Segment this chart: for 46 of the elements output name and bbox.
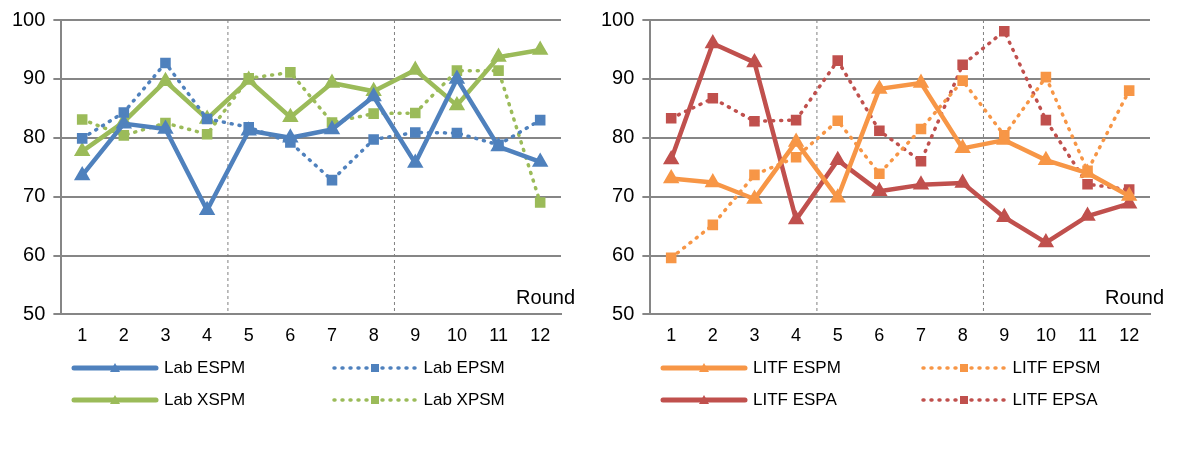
x-tick-label: 8 [368,325,379,346]
x-tick-label: 6 [285,325,296,346]
x-tick-label: 11 [1078,325,1097,346]
y-tick-label: 50 [23,301,46,324]
y-tick-label: 50 [612,301,635,324]
x-tick-label: 4 [202,325,213,346]
y-tick-label: 80 [23,125,46,148]
x-tick-label: 6 [874,325,885,346]
legend-label: Lab ESPM [164,358,246,378]
x-tick-label: 3 [749,325,760,346]
legend-label: Lab XPSM [423,390,505,410]
y-tick-label: 90 [23,66,46,89]
x-tick-label: 4 [791,325,802,346]
y-tick-label: 70 [23,184,46,207]
x-tick-label: 10 [1035,325,1056,346]
legend-label: LITF EPSM [1012,358,1101,378]
x-tick-label: 8 [957,325,968,346]
y-tick-label: 80 [612,125,635,148]
x-tick-label: 12 [530,325,551,346]
x-tick-label: 9 [999,325,1010,346]
y-tick-label: 90 [612,66,635,89]
y-tick-label: 60 [612,243,635,266]
x-tick-label: 9 [410,325,421,346]
x-tick-label: 2 [707,325,718,346]
x-tick-label: 10 [446,325,467,346]
x-tick-label: 5 [243,325,254,346]
x-tick-label: 11 [489,325,508,346]
legend-label: LITF EPSA [1012,390,1098,410]
x-tick-label: 12 [1119,325,1140,346]
x-tick-label: 1 [77,325,88,346]
x-tick-label: 1 [666,325,677,346]
legend-label: LITF ESPA [753,390,837,410]
x-tick-label: 2 [118,325,129,346]
y-tick-label: 70 [612,184,635,207]
legend-label: LITF ESPM [753,358,841,378]
y-tick-label: 60 [23,243,46,266]
x-tick-label: 3 [160,325,171,346]
x-tick-label: 7 [326,325,338,346]
x-axis-title: Round [516,285,575,308]
legend-label: Lab EPSM [423,358,505,378]
x-axis-title: Round [1105,285,1164,308]
y-tick-label: 100 [11,7,46,30]
y-tick-label: 100 [600,7,635,30]
x-tick-label: 7 [915,325,927,346]
x-tick-label: 5 [832,325,843,346]
legend-label: Lab XSPM [164,390,246,410]
